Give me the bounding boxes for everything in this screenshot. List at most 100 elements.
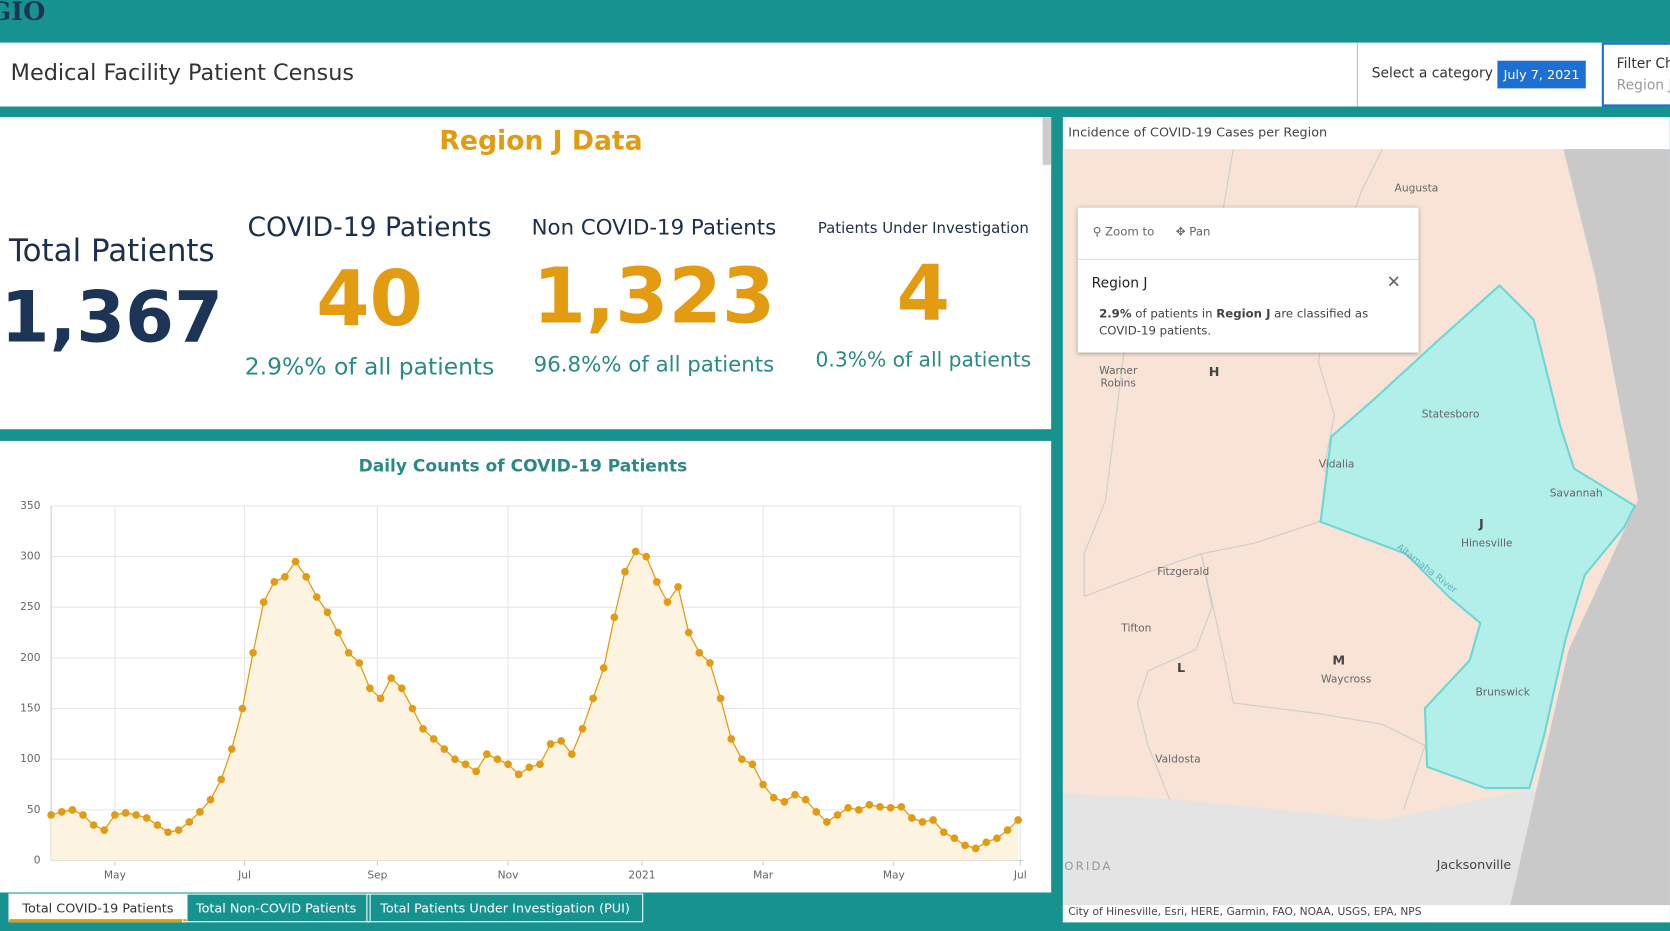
- x-tick-label: Nov: [498, 868, 519, 881]
- x-tick-label: Sep: [367, 868, 387, 881]
- map-label: Statesboro: [1422, 407, 1480, 420]
- popup-divider: [1077, 258, 1419, 260]
- divider: [1356, 42, 1358, 107]
- data-point: [408, 704, 417, 713]
- data-point: [801, 795, 810, 804]
- y-tick-label: 250: [20, 600, 41, 613]
- x-tick-label: Jul: [1013, 868, 1027, 881]
- data-point: [68, 806, 77, 814]
- ocean: [1510, 149, 1670, 906]
- data-point: [759, 780, 767, 789]
- data-point: [238, 704, 247, 713]
- data-point: [1003, 826, 1012, 834]
- map-label: Vidalia: [1319, 458, 1355, 471]
- data-point: [259, 598, 268, 606]
- data-point: [142, 814, 151, 822]
- popup-tool[interactable]: ⚲ Zoom to: [1092, 224, 1155, 239]
- tab[interactable]: Total Non-COVID Patients: [182, 893, 371, 923]
- data-point: [79, 811, 87, 819]
- data-point: [546, 740, 555, 748]
- stat-value: 4: [896, 248, 951, 338]
- popup-text: COVID-19 patients.: [1099, 323, 1212, 338]
- x-tick-label: Jul: [237, 868, 251, 881]
- data-point: [738, 755, 746, 764]
- map-label: Augusta: [1395, 182, 1439, 195]
- data-point: [121, 809, 130, 817]
- data-point: [281, 572, 289, 581]
- data-point: [812, 808, 821, 816]
- data-point: [536, 760, 544, 769]
- data-point: [270, 578, 279, 586]
- data-point: [684, 628, 693, 637]
- data-point: [589, 694, 597, 703]
- data-point: [334, 628, 342, 637]
- filter-box[interactable]: Filter Ch Region J: [1601, 42, 1670, 107]
- region-j[interactable]: [1319, 283, 1637, 790]
- data-point: [876, 802, 884, 811]
- data-point: [366, 684, 374, 693]
- data-point: [291, 557, 300, 566]
- data-point: [748, 760, 757, 769]
- map-label: Valdosta: [1155, 753, 1200, 766]
- popup-text-part: are classified as: [1270, 306, 1369, 321]
- filter-label: Filter Ch: [1616, 56, 1670, 73]
- data-point: [514, 770, 523, 779]
- attribution-bar: [1062, 905, 1670, 923]
- data-point: [196, 808, 204, 816]
- data-point: [89, 821, 98, 829]
- stat-label: Patients Under Investigation: [817, 220, 1029, 238]
- data-point: [57, 808, 66, 816]
- tab[interactable]: Total Patients Under Investigation (PUI): [366, 893, 644, 923]
- y-tick-label: 0: [34, 854, 41, 867]
- data-point: [227, 745, 236, 753]
- stat-label: COVID-19 Patients: [247, 211, 492, 243]
- data-point: [886, 803, 895, 812]
- data-point: [312, 593, 321, 601]
- data-point: [695, 648, 704, 657]
- map-label: Tifton: [1120, 622, 1151, 635]
- data-point: [854, 806, 863, 814]
- data-point: [578, 724, 587, 733]
- map-label: Brunswick: [1476, 685, 1531, 698]
- data-point: [153, 821, 162, 829]
- x-tick-label: Mar: [753, 868, 774, 881]
- popup-close[interactable]: ✕: [1386, 271, 1401, 292]
- filter-value: Region J: [1616, 77, 1670, 94]
- data-point: [610, 613, 619, 622]
- data-point: [355, 659, 364, 667]
- data-point: [642, 552, 651, 561]
- stat-value: 1,323: [532, 251, 776, 341]
- data-point: [908, 814, 916, 822]
- data-point: [461, 760, 470, 769]
- data-point: [631, 547, 640, 556]
- popup-text: 2.9% of patients in Region J are classif…: [1099, 307, 1368, 321]
- boundary: [1136, 553, 1213, 799]
- data-point: [567, 750, 576, 758]
- map-label: Waycross: [1321, 673, 1372, 686]
- popup-tool[interactable]: ✥ Pan: [1175, 224, 1211, 239]
- data-point: [865, 800, 874, 809]
- stats-title: Region J Data: [439, 125, 643, 157]
- date-button[interactable]: July 7, 2021: [1497, 60, 1586, 89]
- stat-share: 2.9%% of all patients: [244, 354, 495, 381]
- popup-text-part: of patients in: [1131, 306, 1217, 321]
- data-point: [100, 826, 109, 834]
- x-tick-label: 2021: [628, 868, 655, 881]
- data-point: [217, 775, 225, 784]
- data-point: [961, 841, 969, 850]
- data-point: [674, 583, 682, 591]
- stat-label: Total Patients: [9, 232, 215, 269]
- stat-value: 1,367: [0, 276, 223, 359]
- map-label: Hinesville: [1461, 536, 1513, 549]
- data-point: [47, 811, 55, 819]
- data-point: [982, 838, 991, 847]
- tab[interactable]: Total COVID-19 Patients: [8, 893, 188, 923]
- data-point: [918, 818, 927, 826]
- data-point: [993, 834, 1001, 843]
- map-label: ORIDA: [1064, 859, 1112, 873]
- data-point: [397, 684, 406, 693]
- data-point: [482, 750, 491, 758]
- data-point: [302, 572, 310, 581]
- popup: ⚲ Zoom to ✥ Pan Region J ✕ 2.9% of patie…: [1077, 207, 1419, 353]
